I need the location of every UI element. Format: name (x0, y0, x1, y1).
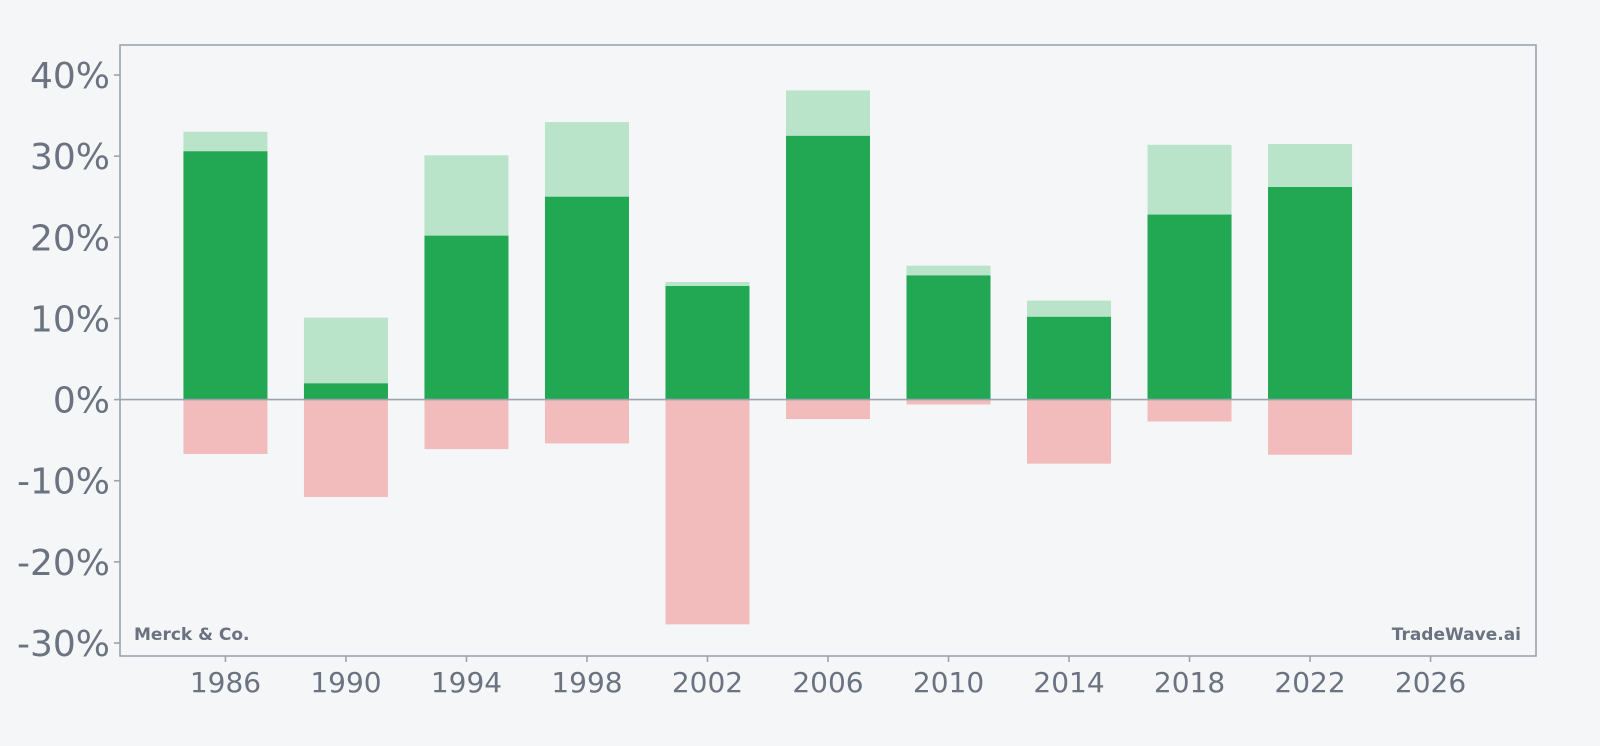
bar-low-1994 (424, 399, 509, 450)
bar-low-1986 (183, 399, 268, 454)
watermark-right: TradeWave.ai (1392, 625, 1521, 645)
watermark-left: Merck & Co. (134, 625, 250, 645)
bar-value-1986 (183, 151, 268, 400)
y-tick-label: 10% (30, 299, 110, 340)
y-tick-label: -20% (17, 543, 110, 584)
y-tick-label: 20% (30, 218, 110, 259)
y-tick-label: 30% (30, 137, 110, 178)
bar-low-1998 (544, 399, 629, 444)
x-tick-label: 2022 (1274, 666, 1345, 699)
bar-low-2002 (665, 399, 750, 625)
x-tick-label: 1998 (551, 666, 622, 699)
y-tick-label: -30% (17, 624, 110, 665)
x-tick-label: 2014 (1033, 666, 1104, 699)
y-tick-label: 0% (53, 381, 110, 422)
axes-group: 40% 30% 20% 10% 0% -10% -20% -30% 1986 1990 1994 19… (17, 44, 1537, 699)
x-tick-label: 2018 (1154, 666, 1225, 699)
bar-low-2006 (786, 399, 870, 420)
bars-group (183, 90, 1353, 625)
bar-low-2022 (1268, 399, 1353, 455)
bar-low-1990 (303, 399, 388, 497)
bar-value-2002 (665, 285, 750, 400)
x-tick-label: 1986 (190, 666, 261, 699)
y-tick-label: -10% (17, 462, 110, 503)
bar-value-1990 (303, 383, 388, 400)
x-tick-label: 2010 (913, 666, 984, 699)
bar-value-2006 (786, 135, 870, 400)
y-tick-label: 40% (30, 56, 110, 97)
x-tick-label: 2006 (792, 666, 863, 699)
x-tick-label: 2026 (1395, 666, 1466, 699)
x-tick-label: 1994 (431, 666, 502, 699)
bar-low-2010 (906, 399, 991, 405)
x-tick-label: 1990 (310, 666, 381, 699)
bar-value-2018 (1147, 214, 1232, 400)
bar-value-2022 (1268, 186, 1353, 400)
bar-low-2018 (1147, 399, 1232, 422)
bar-value-1994 (424, 235, 509, 400)
x-tick-label: 2002 (672, 666, 743, 699)
bar-value-2010 (906, 275, 991, 400)
bar-value-2014 (1027, 316, 1112, 400)
bar-low-2014 (1027, 399, 1112, 464)
bar-value-1998 (544, 196, 629, 400)
